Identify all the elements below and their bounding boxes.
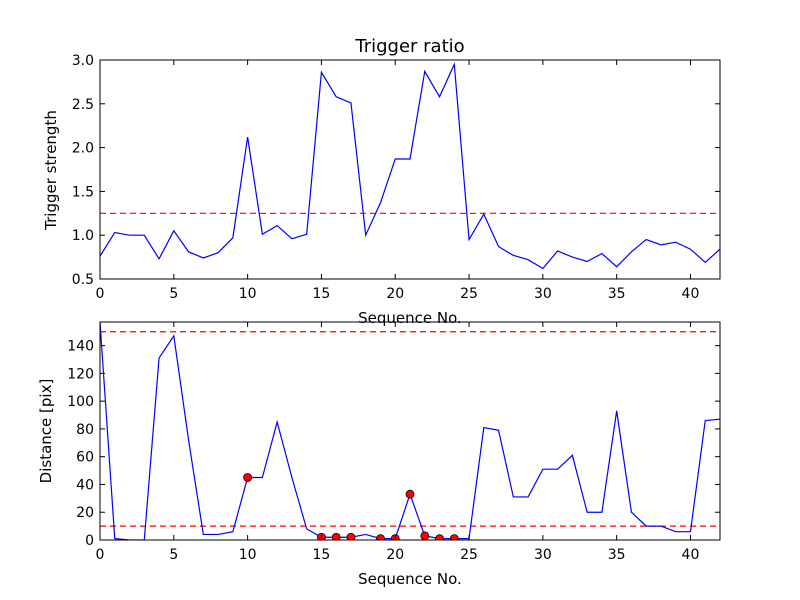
- data-point: [331, 532, 341, 540]
- plot-area: [100, 322, 720, 540]
- x-tick-label: 10: [239, 547, 257, 563]
- y-axis-label: Distance [pix]: [37, 379, 55, 484]
- y-tick-label: 120: [67, 366, 94, 382]
- y-tick-label: 100: [67, 394, 94, 410]
- chart-title: Trigger ratio: [354, 36, 464, 57]
- y-tick-label: 1.5: [72, 184, 94, 200]
- data-point: [405, 489, 415, 499]
- y-tick-label: 80: [76, 422, 94, 438]
- y-tick-label: 20: [76, 505, 94, 521]
- y-tick-label: 0.5: [72, 272, 94, 288]
- x-tick-label: 15: [313, 286, 331, 302]
- series-line: [100, 322, 720, 540]
- x-tick-label: 15: [313, 547, 331, 563]
- axes-frame: [99, 321, 721, 541]
- x-tick-label: 35: [608, 547, 626, 563]
- x-tick-label: 25: [460, 286, 478, 302]
- data-point: [243, 473, 253, 482]
- trigger-ratio-panel: Trigger ratio Sequence No. Trigger stren…: [42, 36, 721, 327]
- x-tick-label: 10: [239, 286, 257, 302]
- axes-frame: [99, 59, 721, 280]
- y-tick-label: 0: [85, 533, 94, 549]
- y-tick-label: 40: [76, 477, 94, 493]
- x-tick-label: 35: [608, 286, 626, 302]
- x-tick-label: 20: [386, 547, 404, 563]
- x-tick-label: 0: [96, 547, 105, 563]
- x-tick-label: 40: [682, 547, 700, 563]
- series-line: [100, 62, 720, 270]
- y-tick-label: 60: [76, 450, 94, 466]
- x-tick-label: 5: [169, 286, 178, 302]
- y-tick-label: 140: [67, 339, 94, 355]
- y-tick-label: 1.0: [72, 228, 94, 244]
- y-tick-label: 3.0: [72, 53, 94, 69]
- data-point: [449, 534, 459, 540]
- x-tick-label: 30: [534, 547, 552, 563]
- x-tick-label: 40: [682, 286, 700, 302]
- y-axis-label: Trigger strength: [42, 110, 60, 231]
- x-tick-label: 0: [96, 286, 105, 302]
- x-axis-label: Sequence No.: [358, 309, 462, 327]
- x-axis-label: Sequence No.: [358, 570, 462, 588]
- data-point: [435, 534, 444, 540]
- data-point: [420, 531, 430, 540]
- data-point: [346, 532, 356, 540]
- x-tick-label: 25: [460, 547, 478, 563]
- data-point: [376, 534, 385, 540]
- x-tick-label: 30: [534, 286, 552, 302]
- plot-area: [100, 62, 720, 270]
- x-tick-label: 20: [386, 286, 404, 302]
- x-tick-label: 5: [169, 547, 178, 563]
- y-tick-label: 2.5: [72, 97, 94, 113]
- y-tick-label: 2.0: [72, 141, 94, 157]
- distance-panel: Sequence No. Distance [pix] 0 5 10 15 20 25 30…: [37, 321, 721, 588]
